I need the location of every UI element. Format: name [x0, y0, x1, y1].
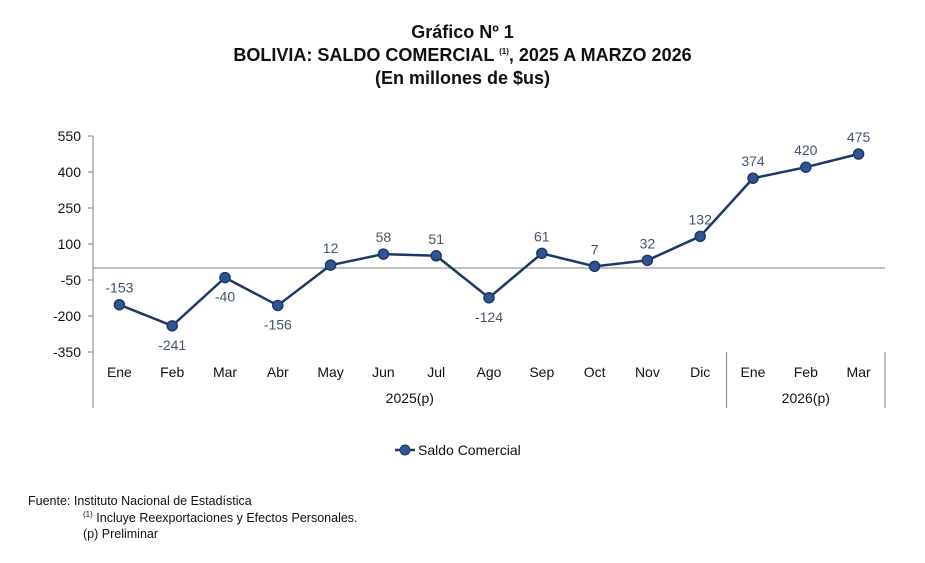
data-label: -124 — [475, 309, 503, 325]
y-tick-label: -50 — [61, 272, 81, 288]
data-label: -40 — [215, 289, 235, 305]
data-label: 12 — [323, 240, 339, 256]
chart-title-main: BOLIVIA: SALDO COMERCIAL (1), 2025 A MAR… — [0, 45, 925, 66]
footnote-1: (1) Incluye Reexportaciones y Efectos Pe… — [83, 510, 358, 525]
x-tick-label: Dic — [690, 364, 710, 380]
x-tick-label: Oct — [584, 364, 606, 380]
data-point — [377, 248, 390, 260]
title-main-text: BOLIVIA: SALDO COMERCIAL — [233, 45, 495, 65]
x-tick-label: Jul — [427, 364, 445, 380]
data-label: 420 — [794, 142, 818, 158]
data-label: 475 — [847, 129, 871, 145]
data-label: 51 — [428, 231, 444, 247]
data-point — [272, 299, 284, 312]
x-tick-label: Ene — [107, 364, 132, 380]
x-tick-label: Nov — [635, 364, 660, 380]
data-point — [588, 260, 601, 273]
data-point — [694, 230, 706, 243]
y-tick-label: -350 — [53, 344, 81, 360]
preliminary-note: (p) Preliminar — [83, 527, 159, 541]
y-tick-label: 250 — [58, 200, 82, 216]
x-tick-label: Feb — [794, 364, 818, 380]
source-note: Fuente: Instituto Nacional de Estadístic… — [28, 494, 252, 508]
chart-subtitle: (En millones de $us) — [374, 68, 551, 88]
data-point — [113, 298, 126, 311]
chart-title: Gráfico Nº 1 — [411, 22, 514, 42]
x-tick-label: Ago — [477, 364, 502, 380]
x-tick-label: Sep — [529, 364, 554, 380]
data-point — [536, 247, 548, 260]
y-tick-label: 550 — [58, 128, 82, 144]
data-point — [641, 254, 654, 267]
data-point — [747, 172, 759, 184]
x-tick-label: Mar — [847, 364, 871, 380]
data-point — [324, 259, 337, 271]
x-tick-label: Ene — [741, 364, 766, 380]
data-point — [166, 320, 178, 332]
data-point — [430, 250, 442, 262]
data-label: 58 — [376, 229, 392, 245]
data-point — [219, 271, 231, 284]
footnote-mark: (1) — [83, 510, 93, 519]
data-label: 61 — [534, 228, 550, 244]
legend-label: Saldo Comercial — [418, 442, 521, 458]
data-label: 132 — [689, 211, 713, 227]
title-main-suffix: , 2025 A MARZO 2026 — [508, 45, 692, 65]
x-tick-label: Abr — [267, 364, 289, 380]
x-tick-label: May — [317, 364, 343, 380]
group-label: 2025(p) — [386, 390, 434, 406]
data-point — [800, 161, 812, 173]
x-tick-label: Feb — [160, 364, 184, 380]
data-label: 7 — [591, 241, 599, 257]
x-tick-label: Mar — [213, 364, 237, 380]
data-label: -153 — [105, 280, 133, 296]
title-footnote-mark: (1) — [499, 47, 509, 56]
group-label: 2026(p) — [782, 390, 830, 406]
data-label: -241 — [158, 337, 186, 353]
legend-marker — [399, 444, 411, 456]
data-point — [483, 292, 495, 304]
y-tick-label: 400 — [58, 164, 82, 180]
data-label: 32 — [640, 235, 656, 251]
y-tick-label: 100 — [58, 236, 82, 252]
y-tick-label: -200 — [53, 308, 81, 324]
data-label: -156 — [264, 316, 292, 332]
data-label: 374 — [741, 153, 765, 169]
data-point — [852, 148, 865, 160]
x-tick-label: Jun — [372, 364, 395, 380]
footnote-text: Incluye Reexportaciones y Efectos Person… — [96, 511, 358, 526]
